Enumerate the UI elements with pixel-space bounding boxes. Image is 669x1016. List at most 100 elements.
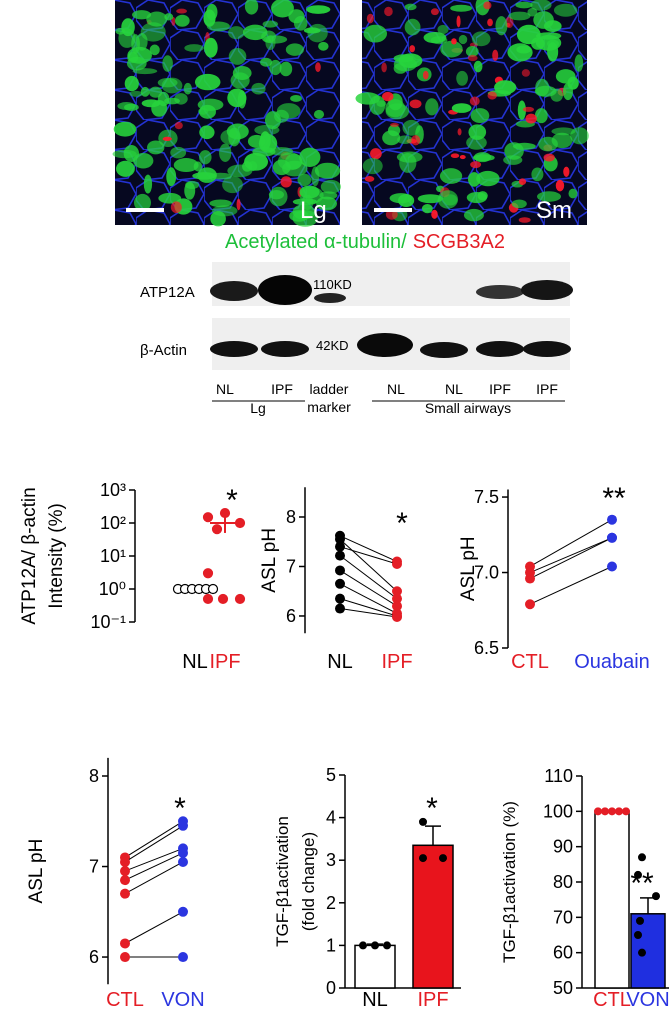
texture — [370, 148, 382, 160]
data-point — [120, 856, 130, 867]
chart: 6 7 8 ASL pH NL IPF * — [259, 487, 413, 673]
texture — [384, 6, 393, 17]
texture — [206, 21, 230, 32]
texture — [183, 82, 192, 95]
data-point — [219, 507, 231, 519]
data-point — [335, 578, 345, 589]
texture — [173, 158, 199, 173]
texture — [483, 1, 492, 10]
texture — [515, 1, 533, 9]
x-tick-label: VON — [161, 989, 204, 1011]
y-tick-label: 4 — [326, 808, 336, 828]
y-axis-label: ASL pH — [458, 536, 479, 601]
y-tick-label: 2 — [326, 893, 336, 913]
data-point — [120, 866, 130, 877]
texture — [166, 167, 177, 187]
texture — [292, 198, 318, 206]
y-tick-label: 70 — [553, 907, 573, 927]
y-tick-label: 5 — [326, 765, 336, 785]
texture — [568, 188, 578, 199]
texture — [259, 131, 271, 151]
texture — [471, 31, 491, 47]
x-tick-label: IPF — [209, 651, 240, 673]
texture — [206, 3, 218, 21]
texture — [425, 98, 439, 116]
texture — [280, 176, 292, 188]
data-point — [178, 952, 188, 963]
texture — [199, 125, 215, 140]
data-point — [392, 601, 402, 612]
texture — [423, 31, 447, 44]
texture — [473, 152, 492, 163]
texture — [421, 203, 433, 214]
texture — [306, 5, 331, 14]
texture — [133, 193, 152, 212]
data-point — [525, 573, 535, 584]
data-point — [594, 807, 602, 816]
texture — [313, 109, 325, 119]
texture — [211, 205, 238, 217]
texture — [184, 181, 196, 200]
texture — [314, 162, 341, 179]
texture — [437, 24, 449, 35]
texture — [450, 4, 473, 12]
texture — [197, 167, 217, 183]
texture — [289, 210, 309, 222]
bar — [630, 913, 666, 989]
data-point — [608, 807, 616, 816]
y-tick-label: 6 — [286, 606, 296, 626]
texture — [517, 100, 527, 120]
data-point — [120, 952, 130, 963]
pair-line — [339, 555, 398, 600]
lane-label: IPF — [536, 381, 558, 397]
texture — [362, 157, 383, 175]
texture — [271, 0, 294, 18]
texture — [140, 22, 166, 42]
y-tick-label: 8 — [286, 507, 296, 527]
texture — [487, 18, 493, 27]
texture — [318, 41, 329, 51]
texture — [261, 30, 277, 43]
texture — [397, 135, 413, 145]
texture — [525, 113, 537, 124]
pair-line — [529, 537, 613, 573]
y-tick-label: 6.5 — [474, 638, 499, 658]
texture — [574, 54, 584, 72]
data-point — [359, 941, 367, 950]
texture — [422, 70, 429, 80]
texture — [543, 153, 555, 162]
texture — [140, 86, 150, 97]
texture — [146, 11, 168, 27]
data-point — [392, 586, 402, 597]
data-point — [335, 593, 345, 604]
caption-green: Acetylated α-tubulin/ — [225, 231, 407, 253]
texture — [236, 198, 241, 211]
texture — [254, 124, 280, 136]
texture — [118, 28, 136, 48]
pair-line — [124, 852, 184, 881]
texture — [469, 96, 480, 106]
texture — [157, 77, 178, 88]
texture — [175, 14, 190, 27]
texture — [451, 38, 457, 45]
data-point — [615, 807, 623, 816]
texture — [282, 160, 308, 177]
lane-label: NL — [216, 381, 234, 397]
pair-line — [339, 598, 398, 617]
texture — [390, 122, 399, 127]
pair-line — [339, 583, 398, 614]
texture — [537, 191, 562, 202]
texture — [470, 161, 482, 169]
texture — [393, 54, 414, 63]
group-label: Lg — [250, 400, 266, 416]
data-point — [202, 593, 214, 605]
data-point — [638, 948, 646, 957]
texture — [470, 108, 490, 124]
data-point — [178, 856, 188, 867]
pair-line — [124, 861, 184, 895]
texture — [527, 7, 538, 17]
data-point — [178, 847, 188, 858]
x-tick-label: Ouabain — [574, 651, 650, 673]
